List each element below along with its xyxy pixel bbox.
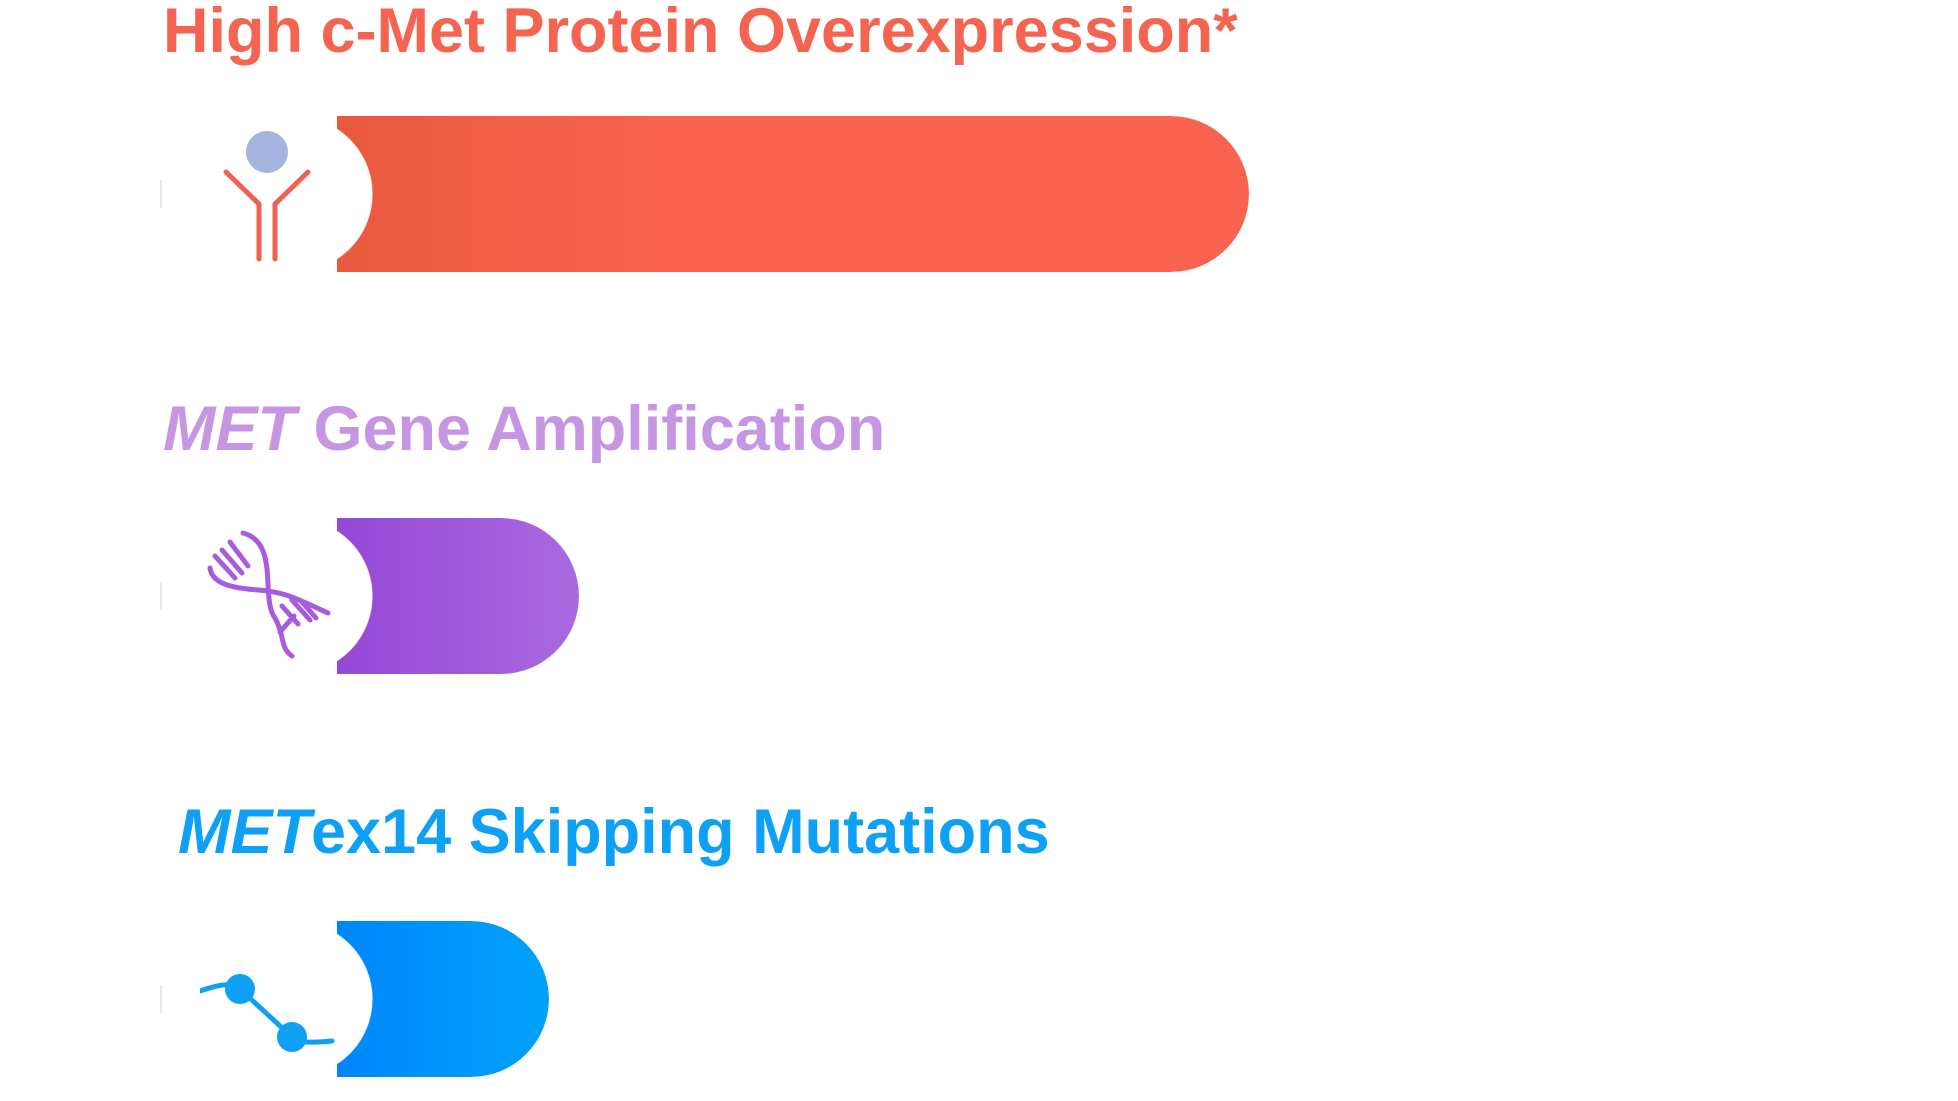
row-stub	[160, 582, 162, 610]
dna-icon	[207, 530, 331, 659]
title-exon14-skipping-text: ex14 Skipping Mutations	[310, 797, 1050, 867]
exon-skipping-icon	[200, 974, 335, 1052]
title-exon14-skipping: METex14 Skipping Mutations	[178, 801, 1050, 864]
title-gene-amplification-text: Gene Amplification	[295, 394, 886, 464]
row-stub	[160, 985, 162, 1013]
row-stub	[160, 180, 162, 208]
antibody-icon	[223, 131, 311, 262]
title-exon14-skipping-prefix: MET	[178, 797, 311, 867]
bar-gene-amplification	[337, 518, 579, 674]
title-gene-amplification: MET Gene Amplification	[163, 398, 885, 461]
title-protein-overexpression-text: High c-Met Protein Overexpression*	[163, 0, 1238, 66]
title-protein-overexpression: High c-Met Protein Overexpression*	[163, 0, 1238, 63]
title-gene-amplification-prefix: MET	[163, 394, 296, 464]
bar-exon14-skipping	[337, 921, 549, 1077]
bar-protein-overexpression	[337, 116, 1249, 272]
